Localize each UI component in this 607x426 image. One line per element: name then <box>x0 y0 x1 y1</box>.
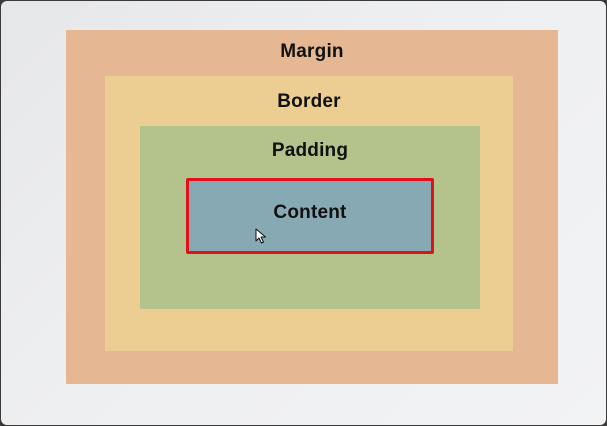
mouse-pointer-icon <box>255 228 266 244</box>
border-label: Border <box>277 91 341 112</box>
content-box[interactable]: Content <box>186 178 434 254</box>
margin-label: Margin <box>280 41 344 62</box>
padding-label: Padding <box>271 140 349 161</box>
content-label: Content <box>273 202 347 223</box>
